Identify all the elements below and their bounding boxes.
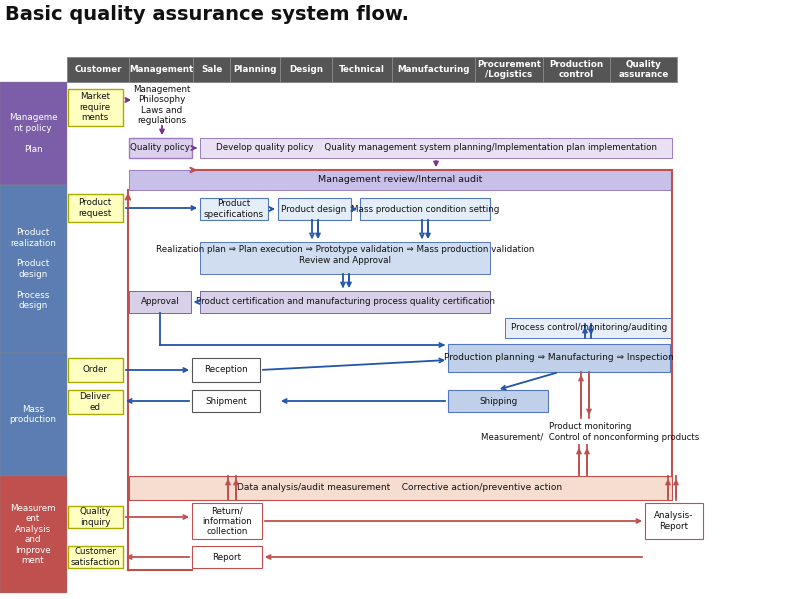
Bar [192,390,260,412]
Bar [200,242,490,274]
Bar [278,198,351,220]
Text: Approval: Approval [141,298,179,307]
Bar [505,318,672,338]
Bar [0,185,67,353]
Text: Market
require
ments: Market require ments [79,92,110,122]
Text: Realization plan ⇒ Plan execution ⇒ Prototype validation ⇒ Mass production valid: Realization plan ⇒ Plan execution ⇒ Prot… [156,246,534,265]
Text: Reception: Reception [204,365,248,374]
Text: Report: Report [213,552,242,561]
Text: Order: Order [82,365,107,374]
Bar [68,546,123,568]
Bar [200,138,672,158]
Text: Sale: Sale [201,65,222,74]
Text: Management review/Internal audit: Management review/Internal audit [318,176,482,184]
Text: Product
specifications: Product specifications [204,199,264,219]
Bar [0,476,67,593]
Text: Technical: Technical [339,65,385,74]
Bar [200,198,268,220]
Text: Data analysis/audit measurement    Corrective action/preventive action: Data analysis/audit measurement Correcti… [238,483,562,492]
Bar [129,476,672,500]
Text: Management
Philosophy
Laws and
regulations: Management Philosophy Laws and regulatio… [134,85,190,125]
Bar [68,390,123,414]
Bar [129,170,672,190]
Text: Shipping: Shipping [479,397,517,406]
Bar [192,503,262,539]
Text: Customer: Customer [74,65,122,74]
Bar [68,358,123,382]
Bar [129,291,191,313]
Text: Production planning ⇒ Manufacturing ⇒ Inspection: Production planning ⇒ Manufacturing ⇒ In… [444,353,674,362]
Bar [360,198,490,220]
Bar [67,57,677,82]
Text: Mass production condition setting: Mass production condition setting [351,204,499,213]
Bar [645,503,703,539]
Text: Basic quality assurance system flow.: Basic quality assurance system flow. [5,5,409,24]
Text: Process control/monitoring/auditing: Process control/monitoring/auditing [511,323,667,332]
Bar [448,344,670,372]
Bar [0,353,67,476]
Bar [68,89,123,126]
Text: Quality policy: Quality policy [130,144,190,153]
Text: Quality
assurance: Quality assurance [618,60,669,79]
Text: Customer
satisfaction: Customer satisfaction [70,547,120,567]
Text: Procurement
/Logistics: Procurement /Logistics [477,60,541,79]
Text: Product monitoring
Measurement/  Control of nonconforming products: Product monitoring Measurement/ Control … [481,422,699,441]
Text: Management: Management [129,65,193,74]
Text: Shipment: Shipment [205,397,247,406]
Bar [68,194,123,222]
Bar [129,138,192,158]
Text: Deliver
ed: Deliver ed [79,392,110,412]
Text: Product
request: Product request [78,198,112,217]
Text: Mass
production: Mass production [10,405,57,424]
Bar [448,390,548,412]
Text: Quality
inquiry: Quality inquiry [79,507,110,527]
Bar [192,358,260,382]
Text: Measurem
ent
Analysis
and
Improve
ment: Measurem ent Analysis and Improve ment [10,504,56,565]
Bar [200,291,490,313]
Text: Return/
information
collection: Return/ information collection [202,506,252,536]
Bar [0,82,67,185]
Text: Product design: Product design [282,204,346,213]
Text: Manufacturing: Manufacturing [398,65,470,74]
Text: Analysis-
Report: Analysis- Report [654,512,694,531]
Text: Product
realization

Product
design

Process
design: Product realization Product design Proce… [10,228,56,310]
Bar [68,506,123,528]
Text: Develop quality policy    Quality management system planning/Implementation plan: Develop quality policy Quality managemen… [215,144,657,153]
Text: Design: Design [289,65,323,74]
Text: Planning: Planning [234,65,277,74]
Text: Product certification and manufacturing process quality certification: Product certification and manufacturing … [195,298,494,307]
Text: Production
control: Production control [550,60,603,79]
Text: Manageme
nt policy

Plan: Manageme nt policy Plan [9,113,58,153]
Bar [192,546,262,568]
